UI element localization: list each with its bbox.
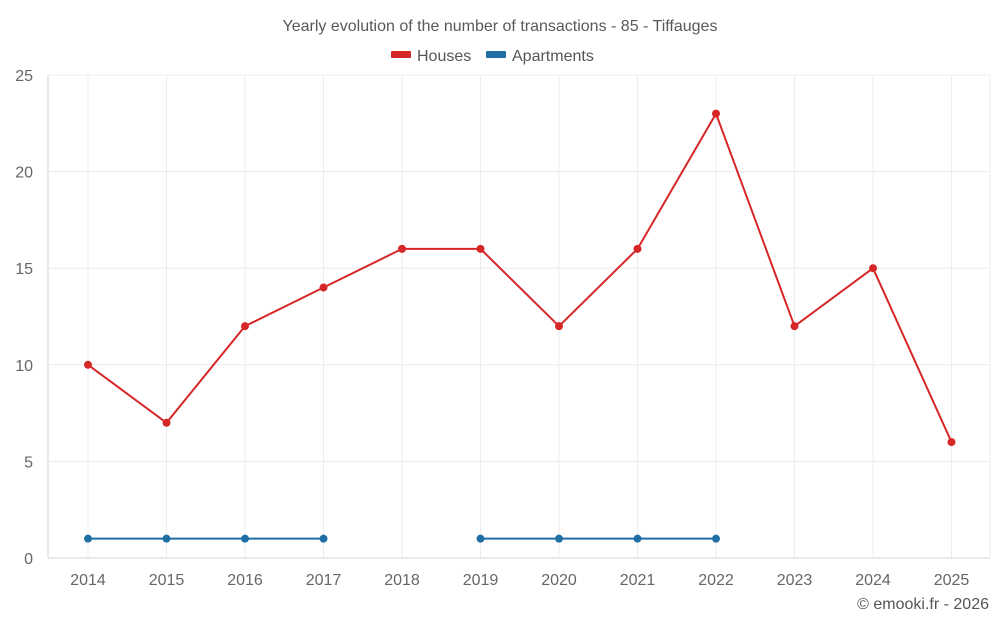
x-tick-label: 2014 (70, 572, 106, 589)
x-tick-label: 2023 (777, 572, 813, 589)
y-tick-label: 25 (15, 68, 33, 85)
y-tick-label: 20 (15, 165, 33, 182)
legend-swatch-houses (391, 51, 411, 58)
data-point-houses-2023[interactable] (790, 322, 799, 331)
data-point-apartments-2014[interactable] (84, 534, 92, 543)
legend-swatch-apartments (486, 51, 506, 58)
data-point-houses-2021[interactable] (633, 244, 642, 253)
x-tick-label: 2017 (306, 572, 342, 589)
grid (48, 74, 990, 558)
y-tick-label: 5 (24, 454, 33, 471)
data-point-houses-2020[interactable] (555, 322, 563, 331)
legend: Houses Apartments (391, 48, 594, 65)
data-point-houses-2018[interactable] (398, 244, 406, 253)
series-line-houses (87, 112, 953, 444)
data-point-houses-2024[interactable] (869, 264, 877, 273)
chart-title: Yearly evolution of the number of transa… (283, 18, 718, 35)
x-tick-label: 2019 (463, 572, 499, 589)
x-tick-label: 2015 (149, 572, 185, 589)
data-point-apartments-2016[interactable] (241, 534, 249, 543)
legend-label-houses[interactable]: Houses (417, 48, 471, 65)
data-point-houses-2016[interactable] (241, 322, 249, 331)
data-point-apartments-2021[interactable] (633, 534, 642, 543)
x-tick-label: 2021 (620, 572, 656, 589)
data-point-apartments-2022[interactable] (712, 534, 720, 543)
data-point-houses-2025[interactable] (947, 438, 956, 447)
x-tick-label: 2020 (541, 572, 577, 589)
x-tick-label: 2022 (698, 572, 734, 589)
series (84, 109, 956, 543)
data-point-apartments-2020[interactable] (555, 534, 563, 543)
x-tick-label: 2025 (934, 572, 970, 589)
series-houses (84, 109, 956, 447)
data-point-houses-2014[interactable] (84, 360, 92, 369)
data-point-apartments-2019[interactable] (476, 534, 485, 543)
data-point-houses-2019[interactable] (476, 244, 485, 253)
x-tick-label: 2024 (855, 572, 891, 589)
legend-label-apartments[interactable]: Apartments (512, 48, 594, 65)
y-tick-label: 10 (15, 358, 33, 375)
credit-text: © emooki.fr - 2026 (857, 596, 989, 613)
x-tick-label: 2016 (227, 572, 263, 589)
x-tick-label: 2018 (384, 572, 420, 589)
data-point-houses-2015[interactable] (162, 418, 171, 427)
data-point-houses-2017[interactable] (319, 283, 328, 292)
series-apartments (84, 534, 720, 543)
data-point-houses-2022[interactable] (712, 109, 720, 118)
y-tick-label: 15 (15, 261, 33, 278)
data-point-apartments-2015[interactable] (162, 534, 171, 543)
data-point-apartments-2017[interactable] (319, 534, 328, 543)
y-tick-label: 0 (24, 551, 33, 568)
